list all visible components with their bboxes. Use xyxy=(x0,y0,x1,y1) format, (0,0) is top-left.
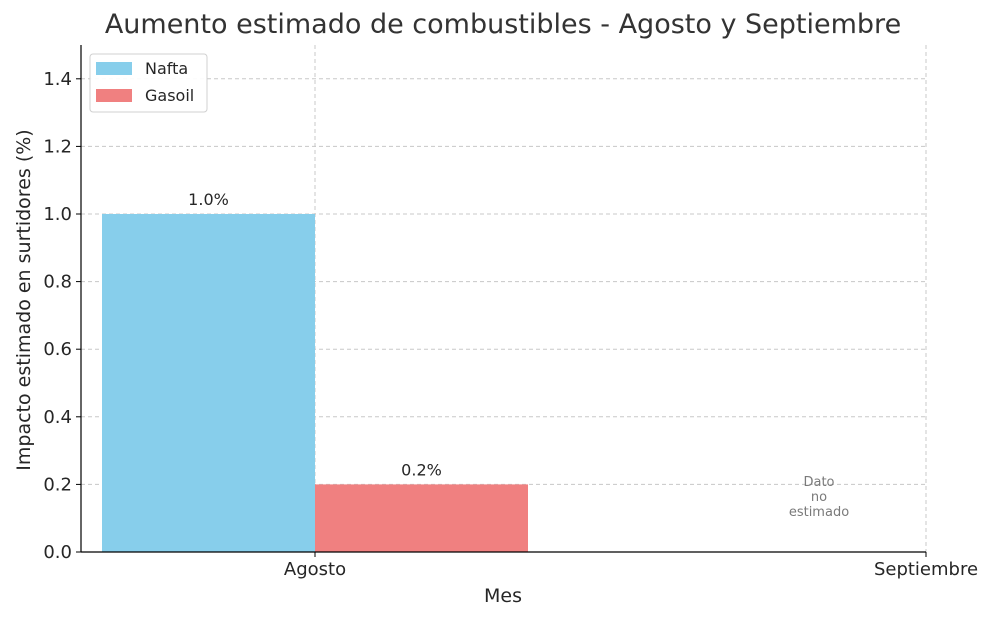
x-tick-label-agosto: Agosto xyxy=(284,559,346,580)
bars xyxy=(102,214,528,552)
data-labels: 1.0% 0.2% Dato no estimado xyxy=(188,190,849,520)
note-septiembre: Dato no estimado xyxy=(789,475,849,520)
y-tick-label-6: 1.2 xyxy=(43,136,72,157)
legend-swatch-nafta xyxy=(96,62,132,75)
legend-label-nafta: Nafta xyxy=(145,59,188,78)
chart-title: Aumento estimado de combustibles - Agost… xyxy=(105,9,901,40)
legend-swatch-gasoil xyxy=(96,89,132,102)
bar-gasoil-agosto xyxy=(315,484,528,552)
y-tick-label-1: 0.2 xyxy=(43,474,72,495)
bar-nafta-agosto xyxy=(102,214,315,552)
note-line-0: Dato xyxy=(803,475,834,490)
x-tick-label-septiembre: Septiembre xyxy=(874,559,978,580)
y-tick-label-4: 0.8 xyxy=(43,272,72,293)
x-axis-title: Mes xyxy=(484,585,522,607)
y-tick-label-2: 0.4 xyxy=(43,407,72,428)
y-tick-label-3: 0.6 xyxy=(43,339,72,360)
legend: Nafta Gasoil xyxy=(89,53,208,113)
legend-label-gasoil: Gasoil xyxy=(145,86,194,105)
axes: 0.0 0.2 0.4 0.6 0.8 1.0 1.2 1.4 Agosto Septiembre xyxy=(43,45,978,580)
data-label-nafta-agosto: 1.0% xyxy=(188,190,229,209)
note-line-2: estimado xyxy=(789,505,849,520)
y-tick-label-5: 1.0 xyxy=(43,204,72,225)
y-tick-label-0: 0.0 xyxy=(43,542,72,563)
data-label-gasoil-agosto: 0.2% xyxy=(401,460,442,479)
note-line-1: no xyxy=(811,490,827,505)
y-tick-label-7: 1.4 xyxy=(43,69,72,90)
y-axis-title: Impacto estimado en surtidores (%) xyxy=(13,129,35,470)
